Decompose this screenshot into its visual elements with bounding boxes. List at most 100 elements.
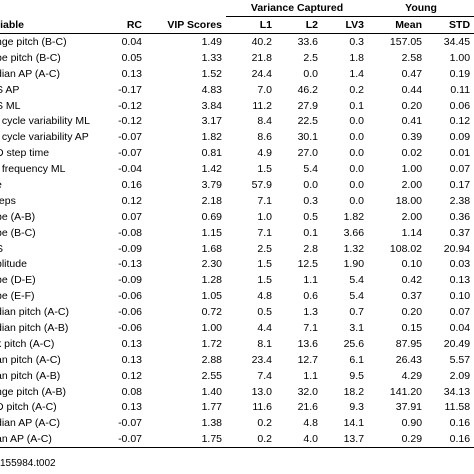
table-row: plitude -0.13 2.30 1.5 12.5 1.90 0.10 0.03 [0, 256, 474, 272]
table-cell: 0.1 [303, 226, 318, 239]
table-cell: 0.13 [121, 353, 142, 366]
table-cell: 1.68 [201, 242, 222, 255]
table-cell: 11.2 [252, 99, 272, 112]
header-cell: Mean [368, 16, 427, 34]
table-row: pe pitch (B-C) 0.05 1.33 21.8 2.5 1.8 2.58 1.00 [0, 50, 474, 66]
table-cell: 18.2 [343, 385, 365, 398]
table-cell: 26.43 [395, 353, 423, 366]
table-cell: 46.2 [297, 83, 318, 96]
table-cell: 1.52 [201, 67, 222, 80]
table-cell: plitude [0, 258, 27, 271]
table-cell: 18.00 [395, 194, 423, 207]
header-cell: L2 [276, 16, 322, 34]
table-cell: 0.01 [449, 147, 471, 160]
table-cell: -0.07 [110, 431, 146, 449]
table-cell: 0.20 [401, 99, 423, 112]
table-row: t cycle variability ML -0.12 3.17 8.4 22.5 0.… [0, 113, 474, 129]
table-cell: an pitch (A-C) [0, 353, 61, 366]
table-cell: 1.0 [257, 210, 272, 223]
table-cell: 0.07 [449, 163, 471, 176]
table-cell: 0.04 [121, 35, 142, 48]
table-cell: 3.66 [343, 226, 365, 239]
header-cell [146, 0, 226, 17]
table-cell: 33.6 [297, 35, 318, 48]
table-cell: 1.00 [401, 163, 423, 176]
table-row: nge pitch (B-C) 0.04 1.49 40.2 33.6 0.3 157.05… [0, 34, 474, 50]
table-cell: 1.90 [343, 258, 365, 271]
table-cell: nge pitch (A-B) [0, 385, 67, 398]
table-cell: 1.15 [201, 226, 222, 239]
table-cell: pe (B-C) [0, 226, 36, 239]
table-cell: 1.3 [303, 306, 318, 319]
table-cell: 8.4 [257, 115, 272, 128]
table-cell: 0.02 [401, 147, 423, 160]
table-cell: 1.72 [201, 337, 222, 350]
table-cell: 0.37 [449, 226, 471, 239]
table-cell: 22.5 [297, 115, 318, 128]
table-cell: 141.20 [389, 385, 423, 398]
table-cell: 1.28 [201, 274, 222, 287]
table-cell: 34.13 [443, 385, 471, 398]
table-cell: 13.7 [322, 431, 369, 449]
table-cell: -0.07 [118, 147, 142, 160]
table-cell: 0.42 [401, 274, 423, 287]
table-cell: 0.3 [349, 35, 365, 48]
table-cell: 21.8 [251, 51, 272, 64]
table-cell: 1.00 [201, 321, 222, 334]
table-cell: 0.10 [449, 290, 471, 303]
table-cell: 0.17 [449, 178, 471, 191]
table-row: pe (E-F) -0.06 1.05 4.8 0.6 5.4 0.37 0.10 [0, 288, 474, 304]
table-row: dian AP (A-C) 0.13 1.52 24.4 0.0 1.4 0.47 0.19 [0, 66, 474, 82]
table-row: pe (B-C) -0.08 1.15 7.1 0.1 3.66 1.14 0.37 [0, 225, 474, 241]
table-cell: S [0, 241, 110, 257]
header-cell: STD [426, 16, 474, 34]
table-cell: 32.0 [297, 385, 318, 398]
header-cell [110, 0, 146, 17]
table-cell: 37.91 [395, 401, 423, 414]
table-cell: 1.5 [257, 274, 272, 287]
table-row: t cycle variability AP -0.07 1.82 8.6 30.1 0.… [0, 129, 474, 145]
table-row: an AP (A-C) -0.07 1.75 0.2 4.0 13.7 0.29 0.16 [0, 431, 474, 449]
footer: 155984.t002 [0, 458, 56, 469]
table-cell: dian AP (A-C) [0, 67, 60, 80]
table-cell: 57.9 [251, 178, 272, 191]
table-cell: 3.17 [201, 115, 222, 128]
table-row: an pitch (A-B) 0.12 2.55 7.4 1.1 9.5 4.29 2.09 [0, 368, 474, 384]
table-cell: -0.12 [118, 115, 142, 128]
table-cell: 4.0 [276, 431, 322, 449]
table-cell: 11.6 [252, 401, 272, 414]
table-cell: 34.45 [443, 35, 471, 48]
table-row: e 0.16 3.79 57.9 0.0 0.0 2.00 0.17 [0, 177, 474, 193]
table-cell: 0.0 [349, 178, 365, 191]
table-cell: -0.06 [118, 321, 142, 334]
table-cell: 0.16 [121, 178, 142, 191]
table-cell: 8.6 [257, 131, 272, 144]
table-cell: -0.09 [118, 242, 142, 255]
table-cell: -0.12 [118, 99, 142, 112]
table-cell: 1.1 [303, 274, 318, 287]
table-cell: 0.05 [121, 51, 142, 64]
table-cell: 12.7 [297, 353, 318, 366]
table-cell: k pitch (A-C) [0, 337, 55, 350]
table-cell: 1.82 [343, 210, 365, 223]
table-row: teps 0.12 2.18 7.1 0.3 0.0 18.00 2.38 [0, 193, 474, 209]
table-row: t frequency ML -0.04 1.42 1.5 5.4 0.0 1.00 0.07 [0, 161, 474, 177]
table-cell: 14.1 [343, 417, 365, 430]
table-cell: e [0, 177, 110, 193]
table-cell: 0.7 [349, 306, 365, 319]
table-cell: 1.77 [201, 401, 222, 414]
table-cell: 3.84 [201, 99, 222, 112]
header-cell: riable [0, 16, 110, 34]
table-cell: 5.4 [349, 274, 365, 287]
table-cell: 7.1 [303, 321, 318, 334]
table-cell: 1.1 [303, 369, 318, 382]
table-cell: 1.33 [201, 51, 222, 64]
table-cell: 2.58 [401, 51, 423, 64]
table-body: nge pitch (B-C) 0.04 1.49 40.2 33.6 0.3 157.05… [0, 34, 474, 449]
group-header: Variance Captured [226, 0, 369, 17]
table-cell: t cycle variability ML [0, 115, 90, 128]
table-cell: 1.5 [257, 258, 272, 271]
table-cell: 2.18 [201, 194, 222, 207]
table-cell: 2.55 [201, 369, 222, 382]
